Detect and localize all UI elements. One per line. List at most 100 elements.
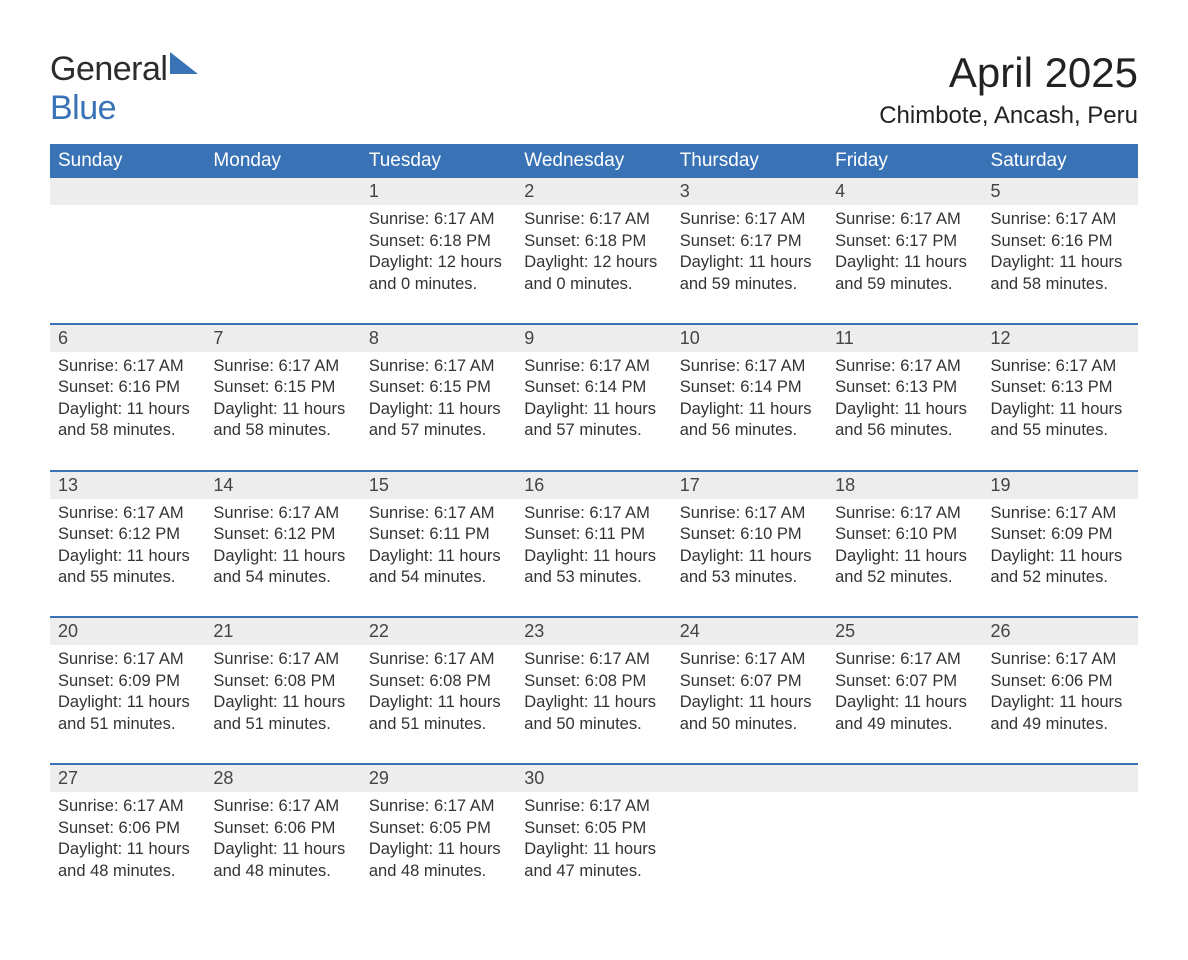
calendar-cell: 19Sunrise: 6:17 AMSunset: 6:09 PMDayligh…	[983, 471, 1138, 618]
sunrise-text: Sunrise: 6:17 AM	[524, 649, 663, 670]
daylight-text-2: and 50 minutes.	[524, 714, 663, 735]
calendar-cell: 10Sunrise: 6:17 AMSunset: 6:14 PMDayligh…	[672, 324, 827, 471]
sunrise-text: Sunrise: 6:17 AM	[680, 356, 819, 377]
day-number: 16	[516, 472, 671, 499]
calendar-cell: 4Sunrise: 6:17 AMSunset: 6:17 PMDaylight…	[827, 178, 982, 324]
day-content: Sunrise: 6:17 AMSunset: 6:12 PMDaylight:…	[50, 499, 205, 617]
weekday-header: Tuesday	[361, 144, 516, 178]
daylight-text-2: and 49 minutes.	[835, 714, 974, 735]
daylight-text-2: and 54 minutes.	[369, 567, 508, 588]
daylight-text-2: and 59 minutes.	[680, 274, 819, 295]
day-number: 29	[361, 765, 516, 792]
calendar-cell: 2Sunrise: 6:17 AMSunset: 6:18 PMDaylight…	[516, 178, 671, 324]
day-content: Sunrise: 6:17 AMSunset: 6:14 PMDaylight:…	[672, 352, 827, 470]
daylight-text-1: Daylight: 11 hours	[58, 692, 197, 713]
day-number: 12	[983, 325, 1138, 352]
day-content: Sunrise: 6:17 AMSunset: 6:11 PMDaylight:…	[516, 499, 671, 617]
calendar-cell: 22Sunrise: 6:17 AMSunset: 6:08 PMDayligh…	[361, 617, 516, 764]
sunrise-text: Sunrise: 6:17 AM	[680, 503, 819, 524]
day-content	[672, 792, 827, 852]
sunset-text: Sunset: 6:10 PM	[835, 524, 974, 545]
day-number: 2	[516, 178, 671, 205]
calendar-table: Sunday Monday Tuesday Wednesday Thursday…	[50, 144, 1138, 910]
logo: General Blue	[50, 50, 198, 128]
sunrise-text: Sunrise: 6:17 AM	[680, 649, 819, 670]
logo-line2: Blue	[50, 89, 116, 127]
calendar-cell	[672, 764, 827, 910]
sunset-text: Sunset: 6:15 PM	[213, 377, 352, 398]
calendar-cell	[205, 178, 360, 324]
day-content	[983, 792, 1138, 852]
daylight-text-1: Daylight: 11 hours	[835, 399, 974, 420]
calendar-cell: 17Sunrise: 6:17 AMSunset: 6:10 PMDayligh…	[672, 471, 827, 618]
daylight-text-1: Daylight: 11 hours	[524, 399, 663, 420]
daylight-text-2: and 58 minutes.	[58, 420, 197, 441]
sunset-text: Sunset: 6:16 PM	[58, 377, 197, 398]
day-content: Sunrise: 6:17 AMSunset: 6:14 PMDaylight:…	[516, 352, 671, 470]
sunrise-text: Sunrise: 6:17 AM	[991, 649, 1130, 670]
day-content: Sunrise: 6:17 AMSunset: 6:15 PMDaylight:…	[361, 352, 516, 470]
day-content: Sunrise: 6:17 AMSunset: 6:16 PMDaylight:…	[983, 205, 1138, 323]
day-number: 8	[361, 325, 516, 352]
calendar-cell: 9Sunrise: 6:17 AMSunset: 6:14 PMDaylight…	[516, 324, 671, 471]
calendar-cell: 7Sunrise: 6:17 AMSunset: 6:15 PMDaylight…	[205, 324, 360, 471]
calendar-row: 1Sunrise: 6:17 AMSunset: 6:18 PMDaylight…	[50, 178, 1138, 324]
calendar-cell: 3Sunrise: 6:17 AMSunset: 6:17 PMDaylight…	[672, 178, 827, 324]
calendar-cell: 29Sunrise: 6:17 AMSunset: 6:05 PMDayligh…	[361, 764, 516, 910]
daylight-text-1: Daylight: 11 hours	[991, 546, 1130, 567]
daylight-text-2: and 48 minutes.	[213, 861, 352, 882]
sunset-text: Sunset: 6:06 PM	[58, 818, 197, 839]
daylight-text-2: and 48 minutes.	[58, 861, 197, 882]
daylight-text-1: Daylight: 11 hours	[58, 546, 197, 567]
day-content: Sunrise: 6:17 AMSunset: 6:08 PMDaylight:…	[516, 645, 671, 763]
sunset-text: Sunset: 6:11 PM	[369, 524, 508, 545]
daylight-text-2: and 56 minutes.	[680, 420, 819, 441]
daylight-text-1: Daylight: 11 hours	[680, 399, 819, 420]
sunrise-text: Sunrise: 6:17 AM	[369, 796, 508, 817]
sunset-text: Sunset: 6:13 PM	[991, 377, 1130, 398]
sunset-text: Sunset: 6:18 PM	[524, 231, 663, 252]
sunset-text: Sunset: 6:06 PM	[213, 818, 352, 839]
daylight-text-1: Daylight: 11 hours	[680, 252, 819, 273]
sunrise-text: Sunrise: 6:17 AM	[524, 796, 663, 817]
sunrise-text: Sunrise: 6:17 AM	[835, 356, 974, 377]
day-number	[50, 178, 205, 205]
daylight-text-2: and 54 minutes.	[213, 567, 352, 588]
calendar-row: 6Sunrise: 6:17 AMSunset: 6:16 PMDaylight…	[50, 324, 1138, 471]
calendar-cell: 27Sunrise: 6:17 AMSunset: 6:06 PMDayligh…	[50, 764, 205, 910]
day-number: 25	[827, 618, 982, 645]
calendar-cell	[50, 178, 205, 324]
daylight-text-1: Daylight: 11 hours	[524, 546, 663, 567]
day-content: Sunrise: 6:17 AMSunset: 6:13 PMDaylight:…	[827, 352, 982, 470]
daylight-text-2: and 52 minutes.	[991, 567, 1130, 588]
sunrise-text: Sunrise: 6:17 AM	[991, 356, 1130, 377]
logo-graphic-icon	[170, 52, 198, 74]
day-content: Sunrise: 6:17 AMSunset: 6:12 PMDaylight:…	[205, 499, 360, 617]
calendar-cell: 25Sunrise: 6:17 AMSunset: 6:07 PMDayligh…	[827, 617, 982, 764]
sunrise-text: Sunrise: 6:17 AM	[58, 503, 197, 524]
daylight-text-1: Daylight: 11 hours	[213, 546, 352, 567]
daylight-text-2: and 47 minutes.	[524, 861, 663, 882]
day-number: 18	[827, 472, 982, 499]
daylight-text-2: and 58 minutes.	[991, 274, 1130, 295]
sunset-text: Sunset: 6:09 PM	[991, 524, 1130, 545]
day-number: 14	[205, 472, 360, 499]
calendar-cell	[827, 764, 982, 910]
sunrise-text: Sunrise: 6:17 AM	[835, 649, 974, 670]
sunrise-text: Sunrise: 6:17 AM	[991, 209, 1130, 230]
day-content: Sunrise: 6:17 AMSunset: 6:10 PMDaylight:…	[827, 499, 982, 617]
daylight-text-2: and 59 minutes.	[835, 274, 974, 295]
day-number: 30	[516, 765, 671, 792]
sunrise-text: Sunrise: 6:17 AM	[58, 649, 197, 670]
sunrise-text: Sunrise: 6:17 AM	[213, 649, 352, 670]
calendar-cell: 16Sunrise: 6:17 AMSunset: 6:11 PMDayligh…	[516, 471, 671, 618]
day-content: Sunrise: 6:17 AMSunset: 6:05 PMDaylight:…	[516, 792, 671, 910]
daylight-text-2: and 57 minutes.	[524, 420, 663, 441]
day-number: 23	[516, 618, 671, 645]
daylight-text-2: and 49 minutes.	[991, 714, 1130, 735]
sunrise-text: Sunrise: 6:17 AM	[835, 503, 974, 524]
daylight-text-2: and 57 minutes.	[369, 420, 508, 441]
day-number: 27	[50, 765, 205, 792]
sunrise-text: Sunrise: 6:17 AM	[369, 209, 508, 230]
sunrise-text: Sunrise: 6:17 AM	[58, 356, 197, 377]
